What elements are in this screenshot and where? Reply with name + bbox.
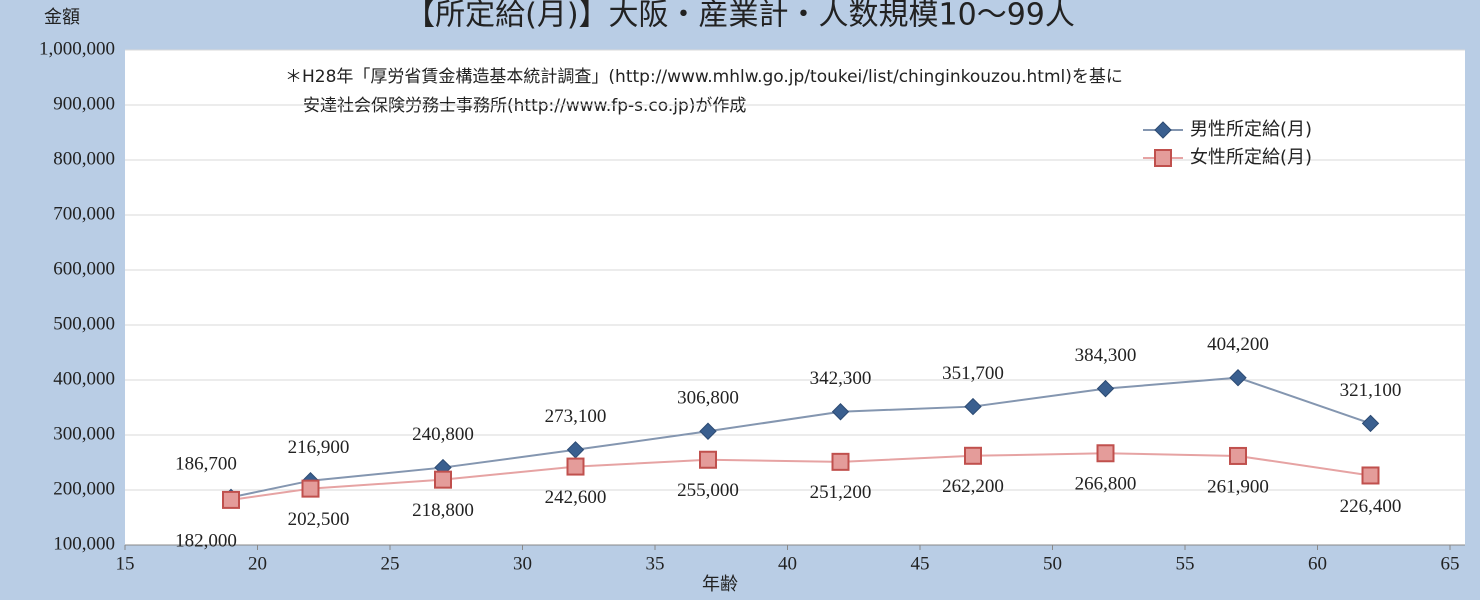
x-tick-label: 15 bbox=[116, 553, 135, 574]
data-label: 384,300 bbox=[1075, 345, 1137, 366]
series-line bbox=[230, 452, 1371, 501]
data-label: 251,200 bbox=[810, 482, 872, 503]
legend-label: 男性所定給(月) bbox=[1190, 119, 1312, 140]
data-label: 226,400 bbox=[1340, 496, 1402, 517]
marker bbox=[964, 397, 982, 416]
marker bbox=[964, 446, 982, 465]
marker bbox=[1361, 466, 1380, 485]
data-label: 242,600 bbox=[545, 487, 607, 508]
x-tick-label: 40 bbox=[778, 553, 797, 574]
x-tick-label: 55 bbox=[1176, 553, 1195, 574]
marker bbox=[301, 479, 320, 498]
y-tick-label: 800,000 bbox=[53, 148, 115, 169]
annotation: 安達社会保険労務士事務所(http://www.fp-s.co.jp)が作成 bbox=[303, 96, 746, 116]
y-tick-label: 200,000 bbox=[53, 478, 115, 499]
x-tick-label: 50 bbox=[1043, 553, 1062, 574]
marker bbox=[1154, 149, 1172, 167]
y-tick-label: 400,000 bbox=[53, 368, 115, 389]
y-tick-label: 500,000 bbox=[53, 313, 115, 334]
marker bbox=[699, 422, 717, 440]
legend-label: 女性所定給(月) bbox=[1190, 147, 1312, 168]
y-tick-label: 600,000 bbox=[53, 258, 115, 279]
y-tick-label: 900,000 bbox=[53, 93, 115, 114]
x-tick-label: 30 bbox=[513, 553, 532, 574]
y-tick-label: 100,000 bbox=[53, 533, 115, 554]
x-tick-label: 45 bbox=[911, 553, 930, 574]
data-label: 266,800 bbox=[1075, 474, 1137, 495]
x-axis-label: 年齢 bbox=[702, 574, 738, 595]
marker bbox=[1229, 368, 1247, 387]
data-label: 273,100 bbox=[545, 406, 607, 427]
y-axis-label: 金額 bbox=[44, 7, 80, 28]
data-label: 218,800 bbox=[412, 500, 474, 521]
marker bbox=[831, 452, 850, 471]
data-label: 261,900 bbox=[1207, 476, 1269, 497]
x-tick-label: 65 bbox=[1441, 553, 1460, 574]
data-label: 202,500 bbox=[288, 509, 350, 530]
marker bbox=[1096, 379, 1115, 398]
x-tick-label: 35 bbox=[646, 553, 665, 574]
marker bbox=[434, 470, 452, 489]
marker bbox=[1361, 414, 1380, 433]
data-label: 216,900 bbox=[288, 437, 350, 458]
data-label: 182,000 bbox=[175, 530, 237, 551]
marker bbox=[222, 490, 240, 509]
marker bbox=[566, 457, 585, 476]
data-label: 240,800 bbox=[412, 424, 474, 445]
x-tick-label: 20 bbox=[248, 553, 267, 574]
marker bbox=[699, 450, 717, 469]
data-label: 404,200 bbox=[1207, 334, 1269, 355]
data-label: 321,100 bbox=[1340, 380, 1402, 401]
y-tick-label: 300,000 bbox=[53, 423, 115, 444]
data-label: 186,700 bbox=[175, 454, 237, 475]
data-label: 306,800 bbox=[677, 388, 739, 409]
marker bbox=[1154, 121, 1172, 139]
marker bbox=[831, 403, 850, 421]
x-tick-label: 25 bbox=[381, 553, 400, 574]
data-label: 262,200 bbox=[942, 476, 1004, 497]
series-line bbox=[230, 376, 1371, 499]
annotation: ＊H28年「厚労省賃金構造基本統計調査」(http://www.mhlw.go.… bbox=[285, 67, 1123, 87]
data-label: 342,300 bbox=[810, 368, 872, 389]
x-tick-label: 60 bbox=[1308, 553, 1327, 574]
marker bbox=[1229, 446, 1247, 465]
data-label: 351,700 bbox=[942, 363, 1004, 384]
y-tick-label: 1,000,000 bbox=[39, 38, 115, 59]
marker bbox=[1096, 444, 1115, 463]
chart-title: 【所定給(月)】大阪・産業計・人数規模10～99人 bbox=[405, 0, 1075, 33]
data-label: 255,000 bbox=[677, 480, 739, 501]
y-tick-label: 700,000 bbox=[53, 203, 115, 224]
